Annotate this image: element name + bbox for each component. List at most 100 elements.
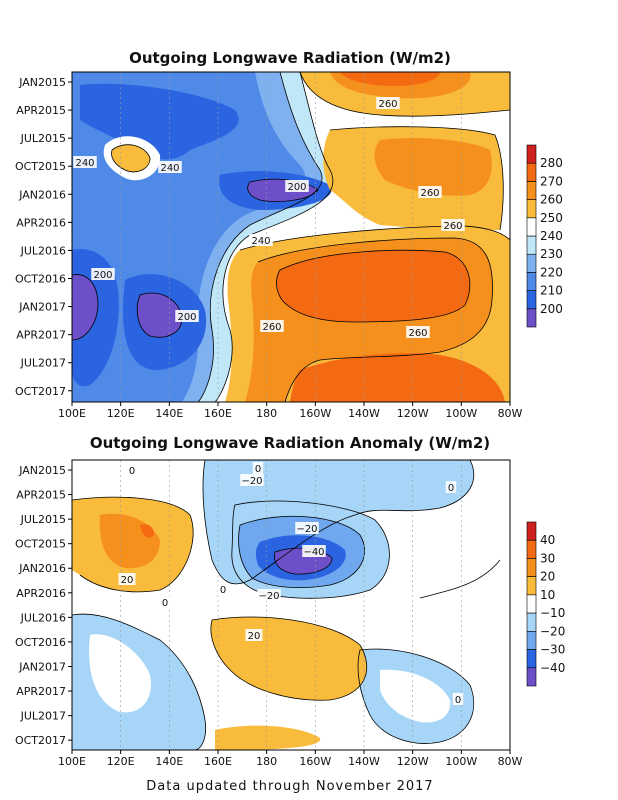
chart-2-legend-label: 10 bbox=[540, 588, 555, 602]
chart-1-legend-label: 260 bbox=[540, 193, 563, 207]
chart-1-legend-swatch bbox=[526, 217, 537, 237]
chart-1-x-tick-label: 180 bbox=[256, 407, 277, 420]
chart-2-x-tick-label: 120W bbox=[397, 755, 429, 768]
chart-1-legend-swatch bbox=[526, 290, 537, 310]
chart-2-x-tick-label: 100E bbox=[58, 755, 86, 768]
chart-2-y-tick-label: JUL2015 bbox=[20, 513, 66, 526]
chart-1-x-tick-label: 120W bbox=[397, 407, 429, 420]
chart-2-y-tick-label: JAN2016 bbox=[18, 562, 66, 575]
chart-2-y-tick-label: JUL2016 bbox=[20, 611, 66, 624]
chart-1-y-tick-label: JUL2017 bbox=[20, 357, 66, 370]
chart-2-contour-label: 0 bbox=[159, 596, 171, 609]
chart-2-legend-swatch bbox=[526, 667, 537, 687]
chart-1-y-tick-label: JUL2016 bbox=[20, 244, 66, 257]
chart-2-contour-label: −20 bbox=[257, 589, 281, 602]
chart-2-x-tick-label: 160W bbox=[299, 755, 331, 768]
chart-1-y-tick-label: OCT2017 bbox=[15, 385, 66, 398]
chart-1-y-tick-label: JAN2015 bbox=[18, 76, 66, 89]
chart-1-y-tick-label: OCT2015 bbox=[15, 160, 66, 173]
svg-text:0: 0 bbox=[129, 466, 135, 477]
chart-1-x-tick-label: 120E bbox=[107, 407, 135, 420]
chart-2-legend-swatch bbox=[526, 649, 537, 669]
chart-1-x-tick-label: 140W bbox=[348, 407, 380, 420]
chart-1-contour-label: 200 bbox=[285, 180, 309, 193]
chart-1-legend-label: 230 bbox=[540, 247, 563, 261]
svg-text:−20: −20 bbox=[296, 524, 317, 535]
chart-1-legend-swatch bbox=[526, 272, 537, 291]
svg-text:0: 0 bbox=[162, 598, 168, 609]
chart-2-legend-swatch bbox=[526, 558, 537, 577]
chart-2-x-tick-label: 140E bbox=[155, 755, 183, 768]
chart-1-x-tick-label: 100E bbox=[58, 407, 86, 420]
chart-2-field bbox=[71, 459, 511, 751]
chart-1-y-tick-label: OCT2016 bbox=[15, 272, 66, 285]
chart-2-y-tick-label: APR2017 bbox=[16, 685, 66, 698]
chart-2-legend-label: −40 bbox=[540, 661, 565, 675]
chart-2-y-tick-label: APR2016 bbox=[16, 587, 66, 600]
chart-1-contour-label: 240 bbox=[249, 234, 273, 247]
chart-2-legend-label: −30 bbox=[540, 643, 565, 657]
chart-1-y-tick-label: APR2017 bbox=[16, 329, 66, 342]
chart-2-contour-label: 0 bbox=[252, 462, 264, 475]
chart-2-contour-label: 0 bbox=[217, 583, 229, 596]
chart-2-y-tick-label: OCT2016 bbox=[15, 636, 66, 649]
chart-1-legend-swatch bbox=[526, 144, 537, 164]
chart-1-x-axis: 100E 120E 140E 160E 180 160W 140W 120W 100W 80W bbox=[58, 402, 523, 420]
chart-2-legend: 40 30 20 10 −10 −20 −30 −40 bbox=[526, 521, 565, 687]
chart-1-legend-swatch bbox=[526, 181, 537, 200]
chart-2-contour-label: −20 bbox=[295, 522, 319, 535]
chart-1-legend: 200 210 220 230 240 250 260 270 280 bbox=[526, 144, 563, 328]
chart-2-contour-label: 0 bbox=[445, 481, 457, 494]
chart-1-field bbox=[71, 71, 511, 403]
chart-1-x-tick-label: 100W bbox=[445, 407, 477, 420]
chart-1-legend-label: 200 bbox=[540, 302, 563, 316]
chart-1-y-tick-label: JAN2016 bbox=[18, 188, 66, 201]
chart-1-contour-label: 260 bbox=[418, 186, 442, 199]
svg-text:20: 20 bbox=[248, 631, 261, 642]
svg-text:0: 0 bbox=[455, 695, 461, 706]
chart-2-contour-label: 0 bbox=[126, 464, 138, 477]
svg-text:260: 260 bbox=[443, 221, 462, 232]
chart-2-y-tick-label: JUL2017 bbox=[20, 710, 66, 723]
chart-2-legend-swatch bbox=[526, 576, 537, 596]
chart-1-contour-label: 260 bbox=[260, 320, 284, 333]
chart-2-legend-label: 40 bbox=[540, 533, 555, 547]
svg-text:200: 200 bbox=[93, 270, 112, 281]
svg-text:20: 20 bbox=[121, 575, 134, 586]
chart-1-x-tick-label: 160W bbox=[299, 407, 331, 420]
svg-text:0: 0 bbox=[255, 464, 261, 475]
svg-text:240: 240 bbox=[75, 158, 94, 169]
chart-2-legend-swatch bbox=[526, 539, 537, 559]
chart-1-contour-label: 260 bbox=[406, 326, 430, 339]
chart-2-legend-swatch bbox=[526, 631, 537, 650]
svg-text:260: 260 bbox=[420, 188, 439, 199]
chart-2-y-tick-label: JAN2017 bbox=[18, 660, 66, 673]
svg-text:0: 0 bbox=[448, 483, 454, 494]
chart-2-x-tick-label: 80W bbox=[498, 755, 523, 768]
svg-text:200: 200 bbox=[177, 312, 196, 323]
chart-2-contour-label: −20 bbox=[240, 474, 264, 487]
chart-2-x-tick-label: 140W bbox=[348, 755, 380, 768]
svg-text:240: 240 bbox=[251, 236, 270, 247]
chart-2-x-tick-label: 160E bbox=[204, 755, 232, 768]
chart-1-legend-swatch bbox=[526, 199, 537, 219]
chart-1-y-tick-label: JUL2015 bbox=[20, 132, 66, 145]
chart-1-title: Outgoing Longwave Radiation (W/m2) bbox=[129, 49, 451, 67]
chart-2-legend-label: −20 bbox=[540, 624, 565, 638]
chart-1-legend-label: 280 bbox=[540, 156, 563, 170]
chart-2-x-tick-label: 100W bbox=[445, 755, 477, 768]
chart-1-contour-labels: 240 240 200 260 240 260 200 200 260 260 260 bbox=[73, 97, 465, 339]
chart-1-contour-label: 260 bbox=[441, 219, 465, 232]
chart-1-legend-swatch bbox=[526, 235, 537, 255]
chart-2-contour-label: 20 bbox=[245, 629, 263, 642]
chart-1-y-axis: JAN2015 APR2015 JUL2015 OCT2015 JAN2016 APR20… bbox=[15, 76, 72, 398]
chart-1-contour-label: 240 bbox=[73, 156, 97, 169]
chart-1-x-tick-label: 140E bbox=[155, 407, 183, 420]
chart-1-contour-label: 200 bbox=[91, 268, 115, 281]
svg-text:260: 260 bbox=[262, 322, 281, 333]
chart-2-legend-swatch bbox=[526, 521, 537, 541]
chart-1-legend-label: 240 bbox=[540, 229, 563, 243]
svg-text:260: 260 bbox=[378, 99, 397, 110]
chart-1-legend-label: 220 bbox=[540, 265, 563, 279]
